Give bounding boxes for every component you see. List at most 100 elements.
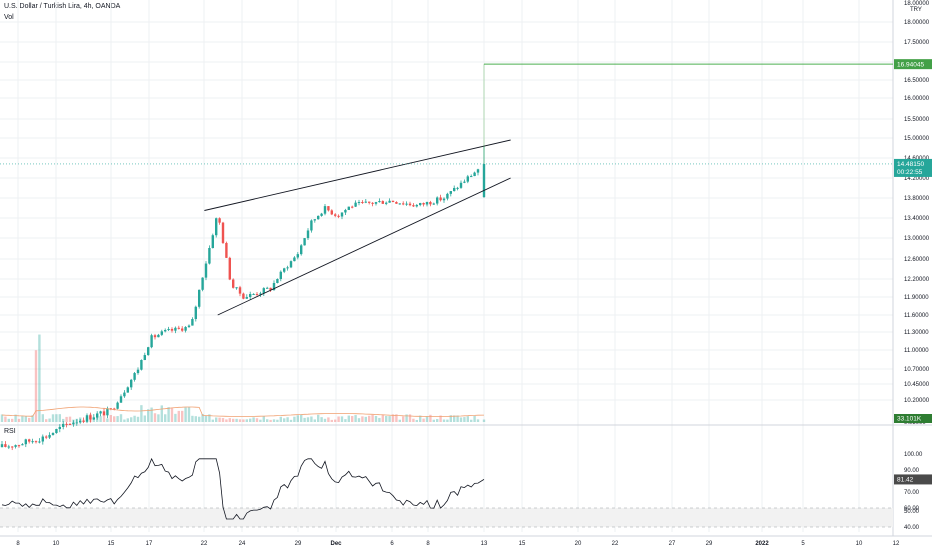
- volume-bar: [456, 415, 459, 422]
- volume-bar: [24, 416, 27, 422]
- candle-body: [436, 197, 439, 204]
- candle-body: [255, 293, 259, 295]
- volume-bar: [289, 419, 293, 422]
- candle-body: [463, 181, 466, 183]
- candle-body: [170, 328, 174, 331]
- candle-body: [405, 203, 408, 205]
- volume-bar: [279, 416, 282, 422]
- volume-bar: [378, 417, 381, 422]
- rsi-value-tag: [894, 474, 932, 485]
- volume-bar: [266, 419, 269, 422]
- volume-bar: [147, 409, 150, 422]
- volume-bar: [7, 418, 10, 422]
- candle-body: [262, 288, 265, 294]
- candle-body: [286, 267, 289, 269]
- candle-body: [221, 222, 225, 243]
- candle-body: [45, 436, 48, 438]
- volume-bar: [164, 414, 167, 422]
- candle-body: [238, 287, 242, 294]
- volume-bar: [160, 405, 163, 422]
- candle-body: [432, 203, 435, 205]
- candle-body: [31, 441, 34, 443]
- candle-body: [79, 420, 82, 423]
- candle-body: [364, 201, 367, 203]
- volume-bar: [388, 416, 391, 422]
- volume-ma-line: [1, 406, 485, 417]
- volume-bar: [323, 418, 327, 422]
- volume-bar: [361, 416, 364, 422]
- volume-bar: [317, 414, 320, 422]
- volume-bar: [113, 416, 116, 422]
- candle-body: [34, 441, 38, 443]
- volume-bar: [85, 417, 89, 422]
- candle-body: [191, 319, 194, 326]
- volume-bar: [476, 419, 480, 422]
- candle-body: [354, 202, 357, 207]
- volume-bar: [58, 414, 61, 422]
- candle-body: [51, 433, 55, 435]
- volume-bar: [449, 415, 452, 422]
- candle-body: [252, 293, 255, 295]
- candle-body: [55, 429, 58, 434]
- volume-bar: [412, 418, 415, 422]
- volume-bar: [204, 415, 208, 422]
- time-tick-label: 22: [201, 541, 208, 547]
- volume-bar: [232, 418, 235, 422]
- candle-body: [330, 210, 333, 215]
- candle-body: [153, 335, 157, 338]
- candle-body: [337, 215, 340, 217]
- volume-bar: [48, 418, 51, 422]
- candle-body: [408, 203, 412, 206]
- volume-bar: [187, 407, 191, 422]
- volume-bar: [286, 417, 289, 422]
- volume-bar: [143, 415, 146, 422]
- price-tick-label: 12.20000: [904, 277, 930, 283]
- volume-bar: [177, 410, 180, 422]
- volume-bar: [436, 419, 439, 422]
- volume-bar: [38, 334, 41, 422]
- volume-bar: [351, 416, 354, 422]
- volume-bar: [337, 416, 340, 422]
- price-tick-label: 14.20000: [904, 176, 930, 182]
- price-tick-label: 18.00000: [904, 1, 930, 7]
- volume-bar: [391, 414, 395, 422]
- volume-bar: [300, 414, 303, 422]
- candle-body: [361, 202, 364, 204]
- candle-body: [201, 277, 204, 290]
- volume-bar: [201, 414, 204, 422]
- candle-body: [96, 413, 99, 418]
- candle-body: [218, 218, 221, 223]
- candle-body: [14, 445, 17, 447]
- volume-bar: [439, 415, 442, 422]
- candle-body: [62, 423, 65, 427]
- volume-bar: [259, 419, 262, 422]
- time-tick-label: 29: [295, 541, 302, 547]
- candle-body: [28, 439, 31, 442]
- target-price-tag: [894, 59, 932, 70]
- volume-bar: [153, 413, 157, 422]
- volume-bar: [167, 407, 170, 422]
- price-tick-label: 18.00000: [904, 20, 930, 26]
- candle-body: [211, 235, 214, 249]
- volume-bar: [221, 418, 225, 422]
- rsi-line: [1, 457, 485, 520]
- time-tick-label: 8: [426, 541, 430, 547]
- candle-body: [466, 176, 469, 182]
- target-price-value: 16.94045: [897, 61, 924, 68]
- symbol-title: U.S. Dollar / Turkish Lira, 4h, OANDA: [4, 3, 121, 10]
- volume-bar: [92, 416, 95, 422]
- volume-bar: [422, 418, 425, 422]
- volume-bar: [198, 416, 201, 422]
- candle-body: [306, 230, 310, 239]
- candle-body: [242, 293, 245, 299]
- volume-bar: [249, 418, 252, 422]
- rsi-band: [0, 508, 893, 527]
- candle-body: [449, 191, 452, 194]
- time-tick-label: 24: [239, 541, 246, 547]
- candle-body: [89, 415, 92, 420]
- volume-bar: [330, 419, 333, 422]
- candle-body: [442, 198, 446, 201]
- volume-bar: [459, 417, 463, 422]
- time-tick-label: 20: [575, 541, 582, 547]
